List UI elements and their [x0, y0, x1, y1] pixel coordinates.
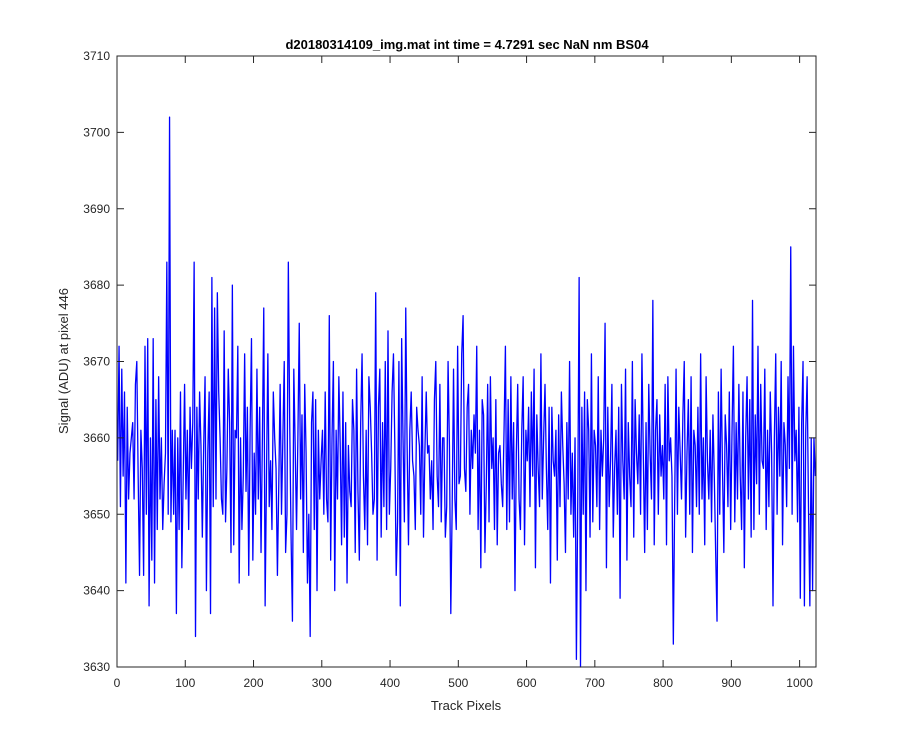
y-tick-label: 3710 — [83, 49, 110, 63]
y-tick-label: 3670 — [83, 355, 110, 369]
x-tick-label: 900 — [721, 676, 741, 690]
y-tick-label: 3690 — [83, 202, 110, 216]
chart-title: d20180314109_img.mat int time = 4.7291 s… — [285, 37, 649, 52]
y-tick-label: 3650 — [83, 507, 110, 521]
x-tick-label: 800 — [653, 676, 673, 690]
series-layer — [117, 116, 816, 668]
x-tick-label: 500 — [448, 676, 468, 690]
x-tick-label: 600 — [517, 676, 537, 690]
y-tick-label: 3630 — [83, 660, 110, 674]
x-tick-label: 200 — [244, 676, 264, 690]
y-tick-label: 3680 — [83, 278, 110, 292]
y-tick-label: 3640 — [83, 584, 110, 598]
x-tick-label: 300 — [312, 676, 332, 690]
y-axis-label: Signal (ADU) at pixel 446 — [56, 288, 71, 434]
x-tick-label: 1000 — [786, 676, 813, 690]
x-tick-label: 700 — [585, 676, 605, 690]
ticks-layer: 0 100 200 300 400 500 600 700 800 900 1000 3630 3640… — [83, 49, 816, 690]
series-line-1 — [117, 116, 816, 668]
axes-area — [117, 56, 816, 667]
y-tick-label: 3700 — [83, 125, 110, 139]
axes-frame — [116, 55, 817, 668]
y-tick-label: 3660 — [83, 431, 110, 445]
x-tick-label: 0 — [114, 676, 121, 690]
x-axis-label: Track Pixels — [431, 698, 502, 713]
x-tick-label: 400 — [380, 676, 400, 690]
x-tick-label: 100 — [175, 676, 195, 690]
